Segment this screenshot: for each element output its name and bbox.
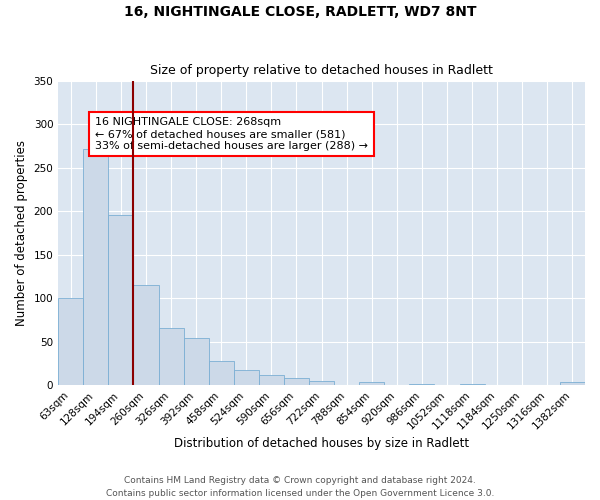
Bar bbox=[58, 298, 83, 385]
X-axis label: Distribution of detached houses by size in Radlett: Distribution of detached houses by size … bbox=[174, 437, 469, 450]
Bar bbox=[184, 338, 209, 385]
Bar bbox=[259, 376, 284, 385]
Bar bbox=[409, 384, 434, 385]
Bar bbox=[133, 285, 158, 385]
Title: Size of property relative to detached houses in Radlett: Size of property relative to detached ho… bbox=[150, 64, 493, 77]
Bar bbox=[83, 148, 109, 385]
Bar bbox=[309, 380, 334, 385]
Bar bbox=[109, 214, 133, 385]
Text: 16 NIGHTINGALE CLOSE: 268sqm
← 67% of detached houses are smaller (581)
33% of s: 16 NIGHTINGALE CLOSE: 268sqm ← 67% of de… bbox=[95, 118, 368, 150]
Y-axis label: Number of detached properties: Number of detached properties bbox=[15, 140, 28, 326]
Bar bbox=[359, 382, 385, 385]
Bar bbox=[158, 328, 184, 385]
Bar bbox=[284, 378, 309, 385]
Bar bbox=[234, 370, 259, 385]
Text: 16, NIGHTINGALE CLOSE, RADLETT, WD7 8NT: 16, NIGHTINGALE CLOSE, RADLETT, WD7 8NT bbox=[124, 5, 476, 19]
Bar bbox=[209, 360, 234, 385]
Text: Contains HM Land Registry data © Crown copyright and database right 2024.
Contai: Contains HM Land Registry data © Crown c… bbox=[106, 476, 494, 498]
Bar bbox=[560, 382, 585, 385]
Bar bbox=[460, 384, 485, 385]
